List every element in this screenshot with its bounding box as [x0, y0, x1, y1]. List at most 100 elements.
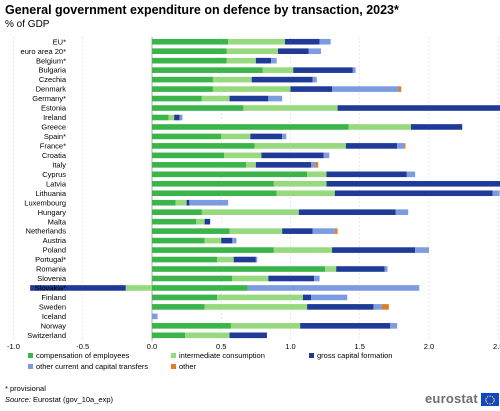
bar-segment — [152, 143, 254, 149]
bar-segment — [325, 266, 336, 272]
bar-segment — [313, 228, 335, 234]
bar-segment — [336, 266, 384, 272]
bar-segment — [152, 190, 277, 196]
bar-segment — [382, 304, 389, 310]
category-label: Latvia — [46, 179, 67, 188]
bar-segment — [152, 105, 243, 111]
bar-segment — [261, 153, 323, 159]
bar-segment — [338, 105, 500, 111]
category-label: Croatia — [42, 151, 67, 160]
bar-segment — [202, 96, 230, 102]
bar-segment — [152, 86, 213, 92]
bar-segment — [230, 333, 267, 339]
bar-segment — [311, 162, 315, 168]
bar-segment — [274, 247, 332, 253]
bar-segment — [228, 39, 285, 45]
legend-swatch-icon — [28, 364, 33, 369]
bar-segment — [126, 285, 152, 291]
bar-segment — [307, 304, 373, 310]
bar-segment — [271, 58, 277, 64]
x-tick-label: 0.5 — [216, 342, 226, 351]
legend-item-intermediate: intermediate consumption — [171, 351, 265, 360]
bar-stacks — [30, 39, 500, 338]
bar-segment — [327, 181, 500, 187]
category-label: Belgium* — [36, 56, 66, 65]
category-label: euro area 20* — [21, 47, 67, 56]
bar-segment — [309, 48, 321, 54]
bar-segment — [227, 48, 278, 54]
legend-item-compensation: compensation of employees — [28, 351, 129, 360]
bar-segment — [205, 238, 222, 244]
bar-segment — [314, 276, 320, 282]
category-label: Finland — [41, 293, 66, 302]
category-label: Cyprus — [42, 170, 66, 179]
bar-segment — [152, 153, 224, 159]
bar-segment — [152, 219, 196, 225]
bar-segment — [282, 228, 312, 234]
category-label: Poland — [43, 246, 66, 255]
bar-segment — [254, 143, 345, 149]
bar-segment — [268, 96, 282, 102]
bar-segment — [285, 39, 320, 45]
bar-segment — [152, 323, 231, 329]
bar-segment — [152, 39, 228, 45]
bar-segment — [152, 295, 217, 301]
bar-segment — [277, 190, 335, 196]
bar-segment — [152, 181, 274, 187]
legend-swatch-icon — [309, 353, 314, 358]
category-label: Netherlands — [26, 227, 67, 236]
bar-segment — [224, 153, 261, 159]
legend-swatch-icon — [171, 364, 176, 369]
bar-segment — [230, 228, 283, 234]
bar-segment — [248, 285, 420, 291]
legend-swatch-icon — [171, 353, 176, 358]
bar-segment — [231, 323, 300, 329]
bar-segment — [152, 58, 227, 64]
bar-segment — [174, 115, 180, 121]
eurostat-logo: eurostat — [425, 391, 499, 406]
eu-flag-icon — [481, 393, 499, 405]
bar-segment — [230, 96, 269, 102]
bar-segment — [232, 276, 268, 282]
x-tick-label: 1.5 — [355, 342, 365, 351]
bar-segment — [335, 190, 493, 196]
bar-segment — [152, 257, 217, 263]
bar-segment — [493, 190, 500, 196]
source-note: Source: Eurostat (gov_10a_exp) — [5, 395, 113, 404]
bar-segment — [311, 295, 347, 301]
x-tick-label: 2.5 — [493, 342, 500, 351]
bar-segment — [390, 323, 397, 329]
legend-swatch-icon — [28, 353, 33, 358]
bar-segment — [152, 172, 307, 178]
bar-segment — [152, 134, 221, 140]
category-label: Luxembourg — [24, 198, 66, 207]
bar-segment — [152, 96, 202, 102]
category-label: France* — [40, 142, 66, 151]
bar-segment — [415, 247, 429, 253]
bar-segment — [256, 257, 257, 263]
bar-segment — [374, 304, 382, 310]
bar-segment — [278, 48, 308, 54]
bar-segment — [256, 162, 311, 168]
category-label: Hungary — [38, 208, 67, 217]
category-label: Spain* — [44, 132, 66, 141]
bar-segment — [152, 314, 158, 320]
category-label: Bulgaria — [38, 66, 66, 75]
bar-segment — [300, 323, 390, 329]
bar-segment — [205, 219, 211, 225]
bar-segment — [152, 228, 230, 234]
bar-segment — [152, 333, 185, 339]
bar-segment — [335, 228, 338, 234]
bar-segment — [315, 162, 318, 168]
category-label: Estonia — [41, 104, 67, 113]
bar-segment — [232, 238, 236, 244]
category-label: Ireland — [43, 113, 66, 122]
bar-segment — [152, 266, 325, 272]
bar-segment — [313, 77, 317, 83]
bar-segment — [243, 105, 337, 111]
bar-segment — [263, 67, 293, 73]
footnote: * provisional — [5, 384, 46, 393]
x-tick-label: -0.5 — [76, 342, 89, 351]
bar-segment — [221, 238, 232, 244]
bar-segment — [169, 115, 175, 121]
